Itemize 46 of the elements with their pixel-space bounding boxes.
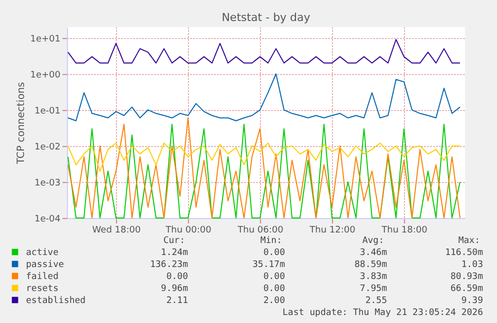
x-tick-label: Thu 12:00 (308, 226, 356, 236)
y-axis-title: TCP connections (16, 82, 28, 166)
text: Last update: Thu May 21 23:05:24 2026 (282, 308, 483, 318)
text: 88.59m (354, 260, 387, 270)
x-tick-label: Thu 06:00 (236, 226, 284, 236)
text: Cur: (163, 236, 185, 246)
x-tick-label: Wed 18:00 (92, 226, 141, 236)
text: 2.11 (166, 296, 188, 306)
text: 80.93m (450, 272, 483, 282)
y-tick-label: 1e-01 (34, 106, 60, 116)
text: 116.50m (445, 248, 483, 258)
y-tick-label: 1e-03 (34, 178, 60, 188)
chart-title: Netstat - by day (222, 11, 311, 24)
text: 0.00 (263, 272, 285, 282)
text: 3.83m (360, 272, 387, 282)
text: 9.96m (160, 284, 188, 294)
text: Min: (260, 236, 282, 246)
text: 2.00 (263, 296, 285, 306)
text: 2.55 (365, 296, 387, 306)
line-series (68, 73, 460, 122)
text: 1.03 (461, 260, 483, 270)
y-tick-label: 1e+00 (30, 70, 61, 80)
y-tick-label: 1e+01 (30, 34, 60, 44)
text: 0.00 (166, 272, 188, 282)
legend-label: active (26, 248, 59, 258)
text: 66.59m (450, 284, 483, 294)
line-series (68, 142, 460, 172)
legend-label: passive (26, 260, 64, 270)
legend-label: resets (26, 284, 59, 294)
x-tick-label: Thu 00:00 (164, 226, 212, 236)
text: Max: (458, 236, 480, 246)
text: 3.46m (360, 248, 387, 258)
text: Avg: (362, 236, 384, 246)
legend-label: established (26, 296, 86, 306)
legend-label: failed (26, 272, 59, 282)
text: 136.23m (150, 260, 188, 270)
y-tick-label: 1e-02 (34, 142, 60, 152)
line-series (68, 38, 460, 64)
text: 0.00 (263, 284, 285, 294)
text: 9.39 (461, 296, 483, 306)
text: 35.17m (252, 260, 285, 270)
y-tick-label: 1e-04 (34, 214, 61, 224)
text: 1.24m (160, 248, 188, 258)
x-tick-label: Thu 18:00 (380, 226, 428, 236)
text: 7.95m (360, 284, 387, 294)
text: 0.00 (263, 248, 285, 258)
